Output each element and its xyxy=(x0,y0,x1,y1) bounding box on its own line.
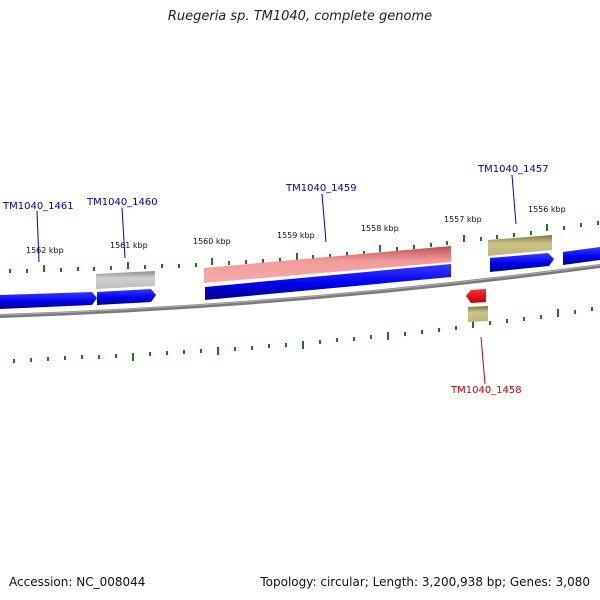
cds-features xyxy=(0,247,600,309)
gene-label-1461[interactable]: TM1040_1461 xyxy=(2,201,74,212)
gene-label-1460[interactable]: TM1040_1460 xyxy=(86,197,158,208)
gene-label-1459[interactable]: TM1040_1459 xyxy=(285,183,357,194)
scale-label-1560: 1560 kbp xyxy=(193,237,231,246)
gene-bar-1458[interactable] xyxy=(468,306,488,322)
scale-labels: 1562 kbp 1561 kbp 1560 kbp 1559 kbp 1558… xyxy=(26,205,566,255)
gene-bar-1457[interactable] xyxy=(488,235,552,256)
scale-label-1557: 1557 kbp xyxy=(444,215,482,224)
cds-arrow-1458[interactable] xyxy=(466,289,486,303)
genome-summary-text: Topology: circular; Length: 3,200,938 bp… xyxy=(260,575,590,589)
cds-arrow-1459[interactable] xyxy=(205,264,451,300)
scale-label-1561: 1561 kbp xyxy=(110,241,148,250)
gene-label-1457[interactable]: TM1040_1457 xyxy=(477,164,549,175)
genome-backbone xyxy=(0,264,600,318)
gene-features xyxy=(96,235,552,322)
cds-arrow-1457[interactable] xyxy=(490,253,554,272)
gene-bar-1459[interactable] xyxy=(204,246,451,283)
gene-labels: TM1040_1461 TM1040_1460 TM1040_1459 TM10… xyxy=(2,164,549,396)
gene-label-1458[interactable]: TM1040_1458 xyxy=(450,385,522,396)
cds-arrow-1460[interactable] xyxy=(97,289,156,305)
label-leaders xyxy=(36,174,517,385)
map-title: Ruegeria sp. TM1040, complete genome xyxy=(167,9,433,24)
accession-text: Accession: NC_008044 xyxy=(9,575,146,589)
inner-tick-ring xyxy=(13,307,593,363)
scale-label-1558: 1558 kbp xyxy=(361,224,399,233)
scale-label-1562: 1562 kbp xyxy=(26,246,64,255)
cds-arrow-next[interactable] xyxy=(563,247,600,265)
scale-label-1556: 1556 kbp xyxy=(528,205,566,214)
gene-bar-1460[interactable] xyxy=(96,271,155,289)
scale-label-1559: 1559 kbp xyxy=(277,231,315,240)
cds-arrow-1461[interactable] xyxy=(0,292,97,309)
